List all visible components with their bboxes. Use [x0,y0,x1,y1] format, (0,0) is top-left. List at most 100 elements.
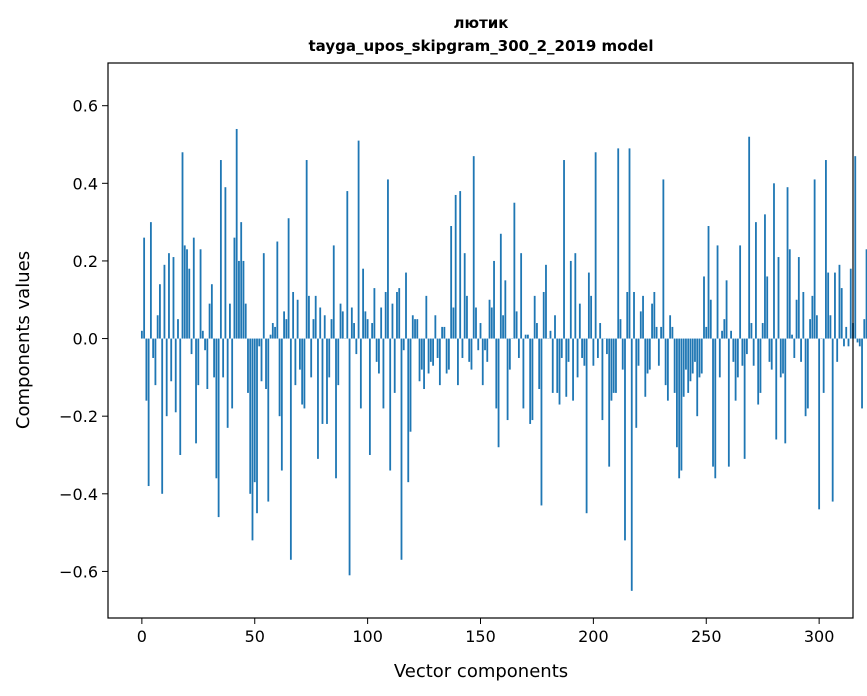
bar-124 [420,338,423,370]
bar-136 [447,338,450,370]
bar-175 [536,323,538,339]
bar-290 [795,299,798,339]
bar-266 [741,338,744,366]
bar-117 [405,272,407,339]
bar-193 [576,338,579,378]
bar-302 [822,338,825,393]
bar-54 [262,253,265,339]
bar-15 [174,338,177,413]
bar-3 [147,338,150,487]
bar-198 [587,272,590,339]
chart-title: лютик [454,14,509,32]
bar-295 [806,338,809,409]
bar-123 [418,338,421,382]
bar-166 [515,311,518,339]
bar-287 [788,249,791,339]
bar-46 [244,303,247,339]
bar-216 [628,148,631,339]
bar-21 [188,268,191,339]
bar-38 [226,338,229,428]
bar-190 [569,260,572,339]
bar-74 [308,295,310,339]
bar-161 [504,280,507,339]
bar-188 [565,338,568,397]
bar-135 [445,338,448,374]
bar-221 [639,311,642,339]
bar-130 [434,315,437,339]
bar-273 [757,338,760,405]
bar-60 [276,241,279,339]
bar-40 [231,338,234,409]
bar-218 [633,291,635,339]
bar-170 [524,334,527,339]
bar-76 [312,319,315,339]
bar-75 [310,338,313,378]
bar-317 [856,338,859,343]
bar-58 [271,323,274,339]
bar-199 [590,295,593,339]
bar-311 [843,338,845,347]
bar-282 [777,257,780,339]
y-axis-ticks: −0.6 −0.4 −0.2 0.0 0.2 0.4 0.6 [59,97,108,581]
bar-42 [235,128,238,339]
bar-310 [840,288,843,339]
bar-129 [432,338,434,366]
bar-134 [443,326,446,339]
bar-66 [289,338,292,560]
bar-63 [283,311,285,339]
bar-219 [635,338,638,428]
bar-109 [387,179,389,339]
bar-321 [865,249,867,339]
bar-53 [260,338,263,382]
bar-107 [382,338,385,409]
bar-56 [267,338,270,502]
bar-69 [296,299,299,339]
x-tick-label: 50 [245,627,265,646]
bar-271 [752,338,755,366]
bar-269 [748,136,751,339]
bar-126 [425,295,428,339]
bar-237 [676,338,678,448]
bar-280 [773,183,775,339]
bar-45 [242,260,245,339]
bar-238 [678,338,681,479]
bar-112 [393,338,396,393]
bar-318 [858,338,861,347]
x-tick-label: 200 [578,627,609,646]
bar-83 [328,338,331,378]
bar-50 [253,338,256,483]
bar-30 [208,303,211,339]
bar-270 [750,323,753,339]
bar-151 [481,338,484,386]
bar-9 [161,338,164,494]
bar-121 [414,319,416,339]
bar-255 [716,245,719,339]
bar-87 [337,338,340,386]
bar-257 [721,330,723,339]
bar-186 [560,338,563,358]
x-axis-ticks: 0 50 100 150 200 250 300 [137,618,834,646]
bar-262 [732,338,735,362]
bar-197 [585,338,588,514]
bar-248 [700,338,703,374]
bar-292 [800,338,802,362]
bar-131 [436,338,439,358]
bar-189 [567,338,570,362]
bar-146 [470,338,473,370]
bar-17 [179,338,182,455]
bar-101 [368,338,371,455]
bar-207 [608,338,611,467]
bar-182 [551,338,554,393]
bar-57 [269,334,272,339]
bar-22 [190,338,193,355]
x-tick-label: 250 [691,627,722,646]
bar-108 [384,291,387,339]
bar-183 [554,315,556,339]
bar-26 [199,249,202,339]
bar-51 [256,338,258,514]
bar-97 [359,338,362,409]
bar-256 [718,338,721,378]
bar-320 [863,319,866,339]
bar-125 [423,338,425,390]
bar-102 [371,323,374,339]
